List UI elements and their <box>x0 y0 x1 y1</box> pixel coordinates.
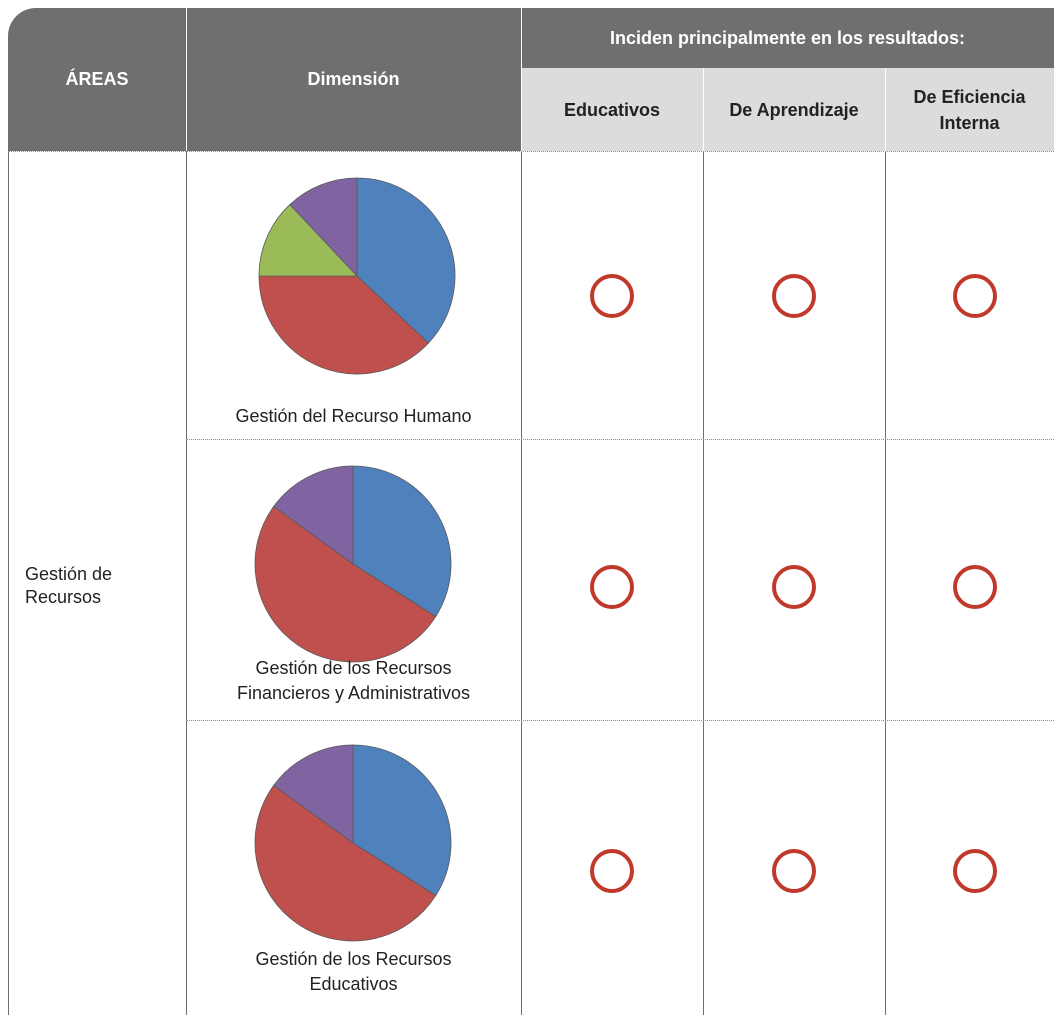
grid-line <box>521 151 522 1015</box>
row-divider <box>186 720 1054 721</box>
dimension-label: Gestión del Recurso Humano <box>186 404 521 429</box>
dimension-label-line: Gestión del Recurso Humano <box>235 406 472 426</box>
dimension-label-line: Financieros y Administrativos <box>236 683 471 703</box>
subheader-band <box>521 68 1054 151</box>
pie-slice <box>273 744 354 844</box>
pie-slice <box>254 505 437 663</box>
pie-slice <box>356 177 456 344</box>
results-table: ÁREAS Dimensión Inciden principalmente e… <box>8 8 1054 1015</box>
pie-chart-recursos-financieros <box>254 465 452 663</box>
header-divider <box>885 68 886 151</box>
grid-line <box>885 151 886 1015</box>
circle-mark <box>772 274 816 318</box>
header-divider <box>521 8 522 151</box>
pie-slice <box>352 465 452 618</box>
dimension-label-line: Educativos <box>309 974 398 994</box>
circle-mark <box>953 849 997 893</box>
circle-mark <box>590 274 634 318</box>
grid-line <box>703 151 704 1015</box>
dimension-label: Gestión de los Recursos Financieros y Ad… <box>186 656 521 706</box>
header-col-aprendizaje: De Aprendizaje <box>729 99 859 120</box>
header-group: Inciden principalmente en los resultados… <box>609 27 966 48</box>
area-name-line: Recursos <box>25 587 102 607</box>
pie-slice <box>258 275 430 375</box>
pie-slice <box>258 203 358 277</box>
circle-mark <box>590 849 634 893</box>
grid-line <box>186 151 187 1015</box>
header-col-educativos: Educativos <box>563 99 661 120</box>
pie-slice <box>254 784 437 942</box>
circle-mark <box>772 565 816 609</box>
circle-mark <box>953 274 997 318</box>
dimension-label-line: Gestión de los Recursos <box>255 949 452 969</box>
header-areas: ÁREAS <box>65 69 129 89</box>
header-dimension: Dimensión <box>307 69 400 89</box>
pie-slice <box>273 465 354 565</box>
area-name: Gestión de Recursos <box>25 563 112 609</box>
pie-slice <box>352 744 452 897</box>
header-col-eficiencia: De Eficiencia Interna <box>913 86 1026 133</box>
dimension-label: Gestión de los Recursos Educativos <box>186 947 521 997</box>
header-divider <box>186 8 187 151</box>
circle-mark <box>953 565 997 609</box>
row-divider <box>186 439 1054 440</box>
pie-chart-recursos-educativos <box>254 744 452 942</box>
header-divider <box>703 68 704 151</box>
area-name-line: Gestión de <box>25 564 113 584</box>
grid-line <box>8 151 9 1015</box>
dimension-label-line: Gestión de los Recursos <box>255 658 452 678</box>
circle-mark <box>590 565 634 609</box>
row-divider <box>8 151 1054 152</box>
pie-chart-recurso-humano <box>258 177 456 375</box>
circle-mark <box>772 849 816 893</box>
pie-slice <box>289 177 358 278</box>
